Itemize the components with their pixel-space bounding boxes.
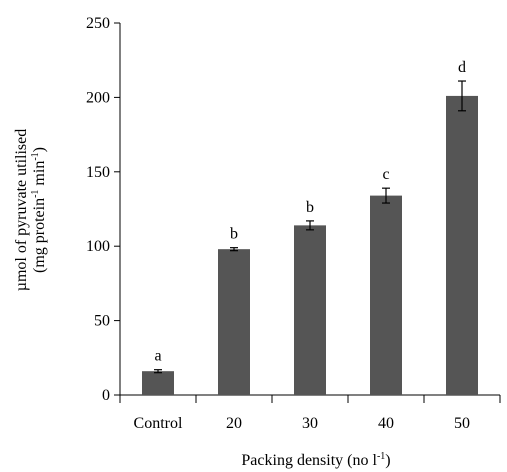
y-axis-title-sup2: -1 xyxy=(30,152,41,160)
y-tick-label: 150 xyxy=(86,164,110,181)
y-tick-label: 0 xyxy=(102,387,110,404)
y-axis-title-line2: (mg protein-1 min-1) xyxy=(30,147,48,273)
x-axis-title-text: Packing density (no l xyxy=(241,452,377,469)
bar xyxy=(294,225,326,395)
x-tick-label: 40 xyxy=(378,415,394,432)
y-axis-title-line2-a: (mg protein xyxy=(31,198,48,273)
significance-label: a xyxy=(154,348,161,365)
x-axis-title-tail: ) xyxy=(385,452,390,469)
x-tick-label: 20 xyxy=(226,415,242,432)
bar xyxy=(370,196,402,395)
significance-label: c xyxy=(382,166,389,183)
y-axis-title: µmol of pyruvate utilised (mg protein-1 … xyxy=(13,129,48,292)
x-axis-title-superscript: -1 xyxy=(377,451,385,462)
y-tick-label: 50 xyxy=(94,313,110,330)
x-tick-label: 30 xyxy=(302,415,318,432)
y-tick-label: 250 xyxy=(86,15,110,32)
y-tick-label: 100 xyxy=(86,238,110,255)
x-axis-title: Packing density (no l-1) xyxy=(241,451,390,469)
bar xyxy=(142,371,174,395)
y-axis-title-sup1: -1 xyxy=(30,190,41,198)
y-axis-title-line2-b: min xyxy=(31,161,48,190)
y-tick-label: 200 xyxy=(86,89,110,106)
y-axis-title-line2-c: ) xyxy=(31,147,48,152)
bar xyxy=(446,96,478,395)
significance-label: d xyxy=(458,59,466,76)
y-axis-title-line1: µmol of pyruvate utilised xyxy=(13,129,30,292)
significance-label: b xyxy=(306,199,314,216)
bar xyxy=(218,249,250,395)
x-tick-label: 50 xyxy=(454,415,470,432)
significance-label: b xyxy=(230,226,238,243)
x-tick-label: Control xyxy=(134,415,183,432)
plot-area: 0 50 100 150 200 250 a Control b 20 b 30 c 40 d 50 xyxy=(86,15,500,432)
